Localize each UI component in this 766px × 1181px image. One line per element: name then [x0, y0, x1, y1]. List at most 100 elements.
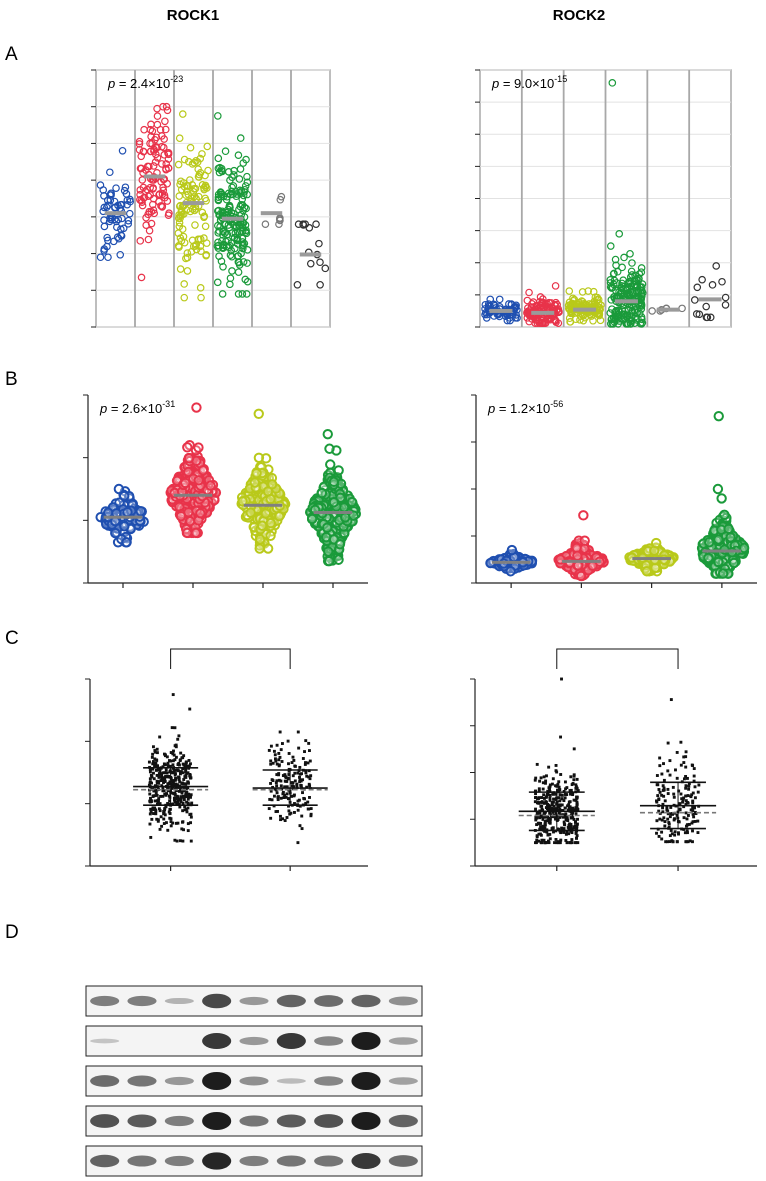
data-point — [235, 175, 244, 183]
data-point — [124, 216, 133, 225]
data-point — [316, 487, 328, 499]
data-point — [300, 827, 304, 831]
data-point — [495, 295, 504, 304]
data-point — [164, 768, 168, 772]
data-point — [622, 319, 630, 328]
data-point — [188, 160, 197, 168]
blot-band — [276, 1114, 306, 1128]
data-point — [139, 183, 148, 192]
data-point — [545, 819, 549, 823]
data-point — [180, 155, 189, 164]
data-point — [687, 784, 691, 788]
data-point — [239, 159, 248, 167]
blot-band — [127, 1075, 157, 1087]
data-point — [215, 168, 224, 177]
data-point — [283, 774, 287, 778]
data-point — [193, 475, 204, 486]
data-point — [558, 799, 562, 803]
blot-band — [388, 1155, 418, 1167]
data-point — [197, 293, 205, 302]
data-point — [234, 268, 243, 276]
data-point — [239, 244, 247, 253]
data-point — [148, 822, 152, 826]
data-point — [295, 783, 299, 787]
data-point — [567, 309, 575, 318]
data-point — [548, 793, 552, 797]
data-point — [681, 800, 685, 804]
data-point — [665, 808, 669, 812]
p-value: p = 2.4×10-23 — [107, 74, 183, 91]
data-point — [234, 151, 243, 160]
blot-band — [164, 997, 194, 1005]
data-point — [579, 535, 590, 546]
data-point — [703, 552, 714, 564]
data-point — [658, 790, 662, 794]
data-point — [195, 508, 206, 519]
median-bar — [489, 308, 513, 313]
data-point — [687, 787, 691, 791]
data-point — [278, 730, 282, 734]
data-point — [535, 762, 539, 766]
data-point — [300, 814, 304, 818]
data-point — [305, 224, 314, 232]
data-point — [286, 777, 290, 781]
data-point — [173, 773, 177, 777]
data-point — [323, 546, 334, 557]
data-point — [180, 477, 191, 489]
blot-band — [90, 1038, 120, 1044]
data-point — [117, 200, 126, 209]
data-point — [503, 316, 512, 325]
data-point — [183, 775, 187, 779]
blot-band — [202, 1112, 232, 1130]
data-point — [191, 242, 200, 250]
data-point — [687, 822, 691, 826]
data-point — [555, 770, 559, 774]
data-point — [274, 757, 277, 761]
data-point — [120, 186, 129, 195]
data-point — [626, 249, 634, 258]
data-point — [693, 785, 697, 789]
data-point — [177, 769, 181, 773]
data-point — [308, 784, 312, 788]
data-point — [275, 773, 279, 777]
data-point — [637, 268, 646, 276]
data-point — [119, 224, 128, 233]
data-point — [178, 772, 182, 776]
data-point — [688, 839, 692, 843]
data-point — [241, 275, 250, 284]
data-point — [289, 811, 293, 815]
data-point — [149, 835, 153, 839]
data-point — [551, 777, 555, 781]
data-point — [149, 799, 153, 803]
data-point — [307, 775, 311, 779]
data-point — [166, 764, 170, 768]
data-point — [556, 782, 560, 786]
data-point — [243, 172, 251, 181]
data-point — [609, 319, 618, 328]
data-point — [287, 752, 291, 755]
data-point — [658, 764, 662, 768]
data-point — [144, 235, 153, 244]
data-point — [177, 177, 185, 186]
data-point — [164, 149, 172, 157]
median-bar — [491, 560, 531, 564]
data-point — [269, 759, 273, 763]
data-point — [171, 763, 175, 767]
blot-band — [202, 1072, 232, 1090]
data-point — [113, 483, 125, 495]
blot-band — [351, 1153, 381, 1169]
data-point — [658, 756, 662, 760]
data-point — [595, 310, 604, 318]
data-point — [589, 316, 597, 325]
data-point — [596, 305, 605, 314]
data-point — [608, 79, 617, 87]
p-value-exponent: -15 — [554, 74, 567, 84]
data-point — [147, 219, 156, 228]
data-point — [523, 296, 532, 305]
data-point — [135, 140, 144, 148]
data-point — [160, 824, 164, 828]
data-point — [303, 797, 306, 801]
data-point — [324, 443, 335, 454]
data-point — [536, 293, 545, 301]
